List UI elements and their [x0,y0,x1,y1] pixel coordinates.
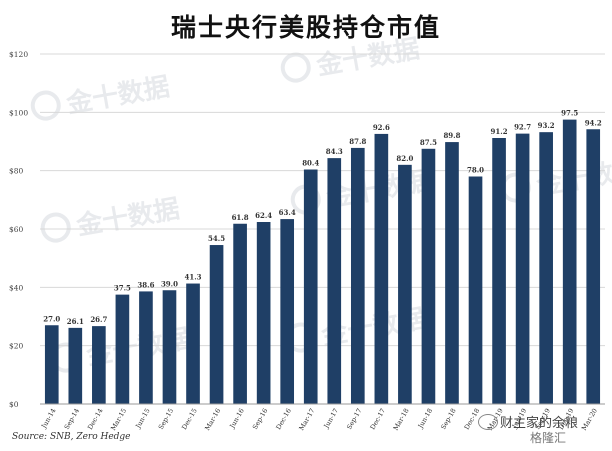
bar [233,223,247,404]
x-tick-label: Mar-16 [203,407,222,432]
value-label: 92.6 [373,123,390,132]
brand-name: 财主家的余粮 [500,416,579,431]
x-tick-label: Jun-18 [416,407,434,430]
x-tick-label: Sep-15 [157,407,175,431]
value-label: 91.2 [491,127,508,136]
bar [256,222,271,404]
bar [492,138,506,404]
value-label: 93.2 [538,121,555,130]
bar [562,119,577,404]
bar [327,158,342,404]
y-tick-label: $20 [9,342,24,351]
x-tick-label: Dec-16 [274,407,293,431]
value-label: 41.3 [184,273,201,282]
y-tick-label: $0 [9,400,19,409]
bar [586,129,601,404]
y-axis: $0 $20 $40 $60 $80 $100 $120 [9,50,28,409]
brand-badge: 财主家的余粮 格隆汇 [478,412,608,445]
y-tick-label: $120 [9,50,28,59]
x-tick-label: Sep-14 [63,407,81,431]
bar [421,148,436,404]
value-labels: 27.0 26.1 26.7 37.5 38.6 39.0 41.3 54.5 61.8 62.4… [43,109,602,326]
y-tick-label: $80 [9,167,24,176]
x-tick-label: Mar-15 [109,407,128,432]
x-tick-label: Jun-14 [39,407,57,430]
value-label: 84.3 [326,147,343,156]
value-label: 54.5 [208,234,225,243]
bar [303,169,318,404]
chart-title: 瑞士央行美股持仓市值 [170,13,441,42]
value-label: 97.5 [561,109,578,118]
value-label: 61.8 [232,213,249,222]
value-label: 82.0 [396,154,413,163]
bar [398,164,412,404]
bar [445,142,459,405]
bars [44,119,601,405]
x-tick-label: Dec-17 [369,407,388,431]
value-label: 94.2 [585,118,602,127]
value-label: 87.5 [420,138,437,147]
value-label: 26.7 [90,315,107,324]
bar [92,326,106,404]
bar [162,290,177,404]
bar [374,133,389,404]
bar [115,294,130,404]
value-label: 37.5 [114,284,131,293]
y-tick-label: $60 [9,225,24,234]
bar [186,283,200,404]
bar [44,325,59,404]
x-tick-label: Dec-14 [86,407,105,431]
x-tick-label: Dec-15 [180,407,199,431]
x-tick-label: Sep-16 [251,407,269,431]
x-tick-label: Jun-15 [134,407,152,430]
value-label: 38.6 [137,280,154,289]
value-label: 92.7 [514,123,531,132]
value-label: 78.0 [467,166,484,175]
wechat-icon [478,414,498,430]
value-label: 80.4 [302,159,319,168]
bar [139,291,153,404]
x-tick-label: Sep-18 [439,407,457,431]
x-tick-label: Sep-17 [345,407,363,431]
bar [515,133,530,404]
brand-sub: 格隆汇 [530,431,567,445]
x-tick-label: Jun-17 [322,407,340,430]
value-label: 27.0 [43,314,60,323]
x-tick-label: Mar-17 [297,407,316,432]
source-note: Source: SNB, Zero Hedge [12,432,131,442]
value-label: 89.8 [443,131,460,140]
bar [68,327,83,404]
value-label: 62.4 [255,211,272,220]
value-label: 87.8 [349,137,366,146]
bar [468,176,483,404]
y-tick-label: $100 [9,108,28,117]
value-label: 39.0 [161,279,178,288]
bar [539,132,553,404]
x-tick-label: Jun-16 [228,407,246,430]
x-tick-label: Mar-18 [392,407,411,432]
value-label: 63.4 [279,208,296,217]
bar [350,147,365,404]
value-label: 26.1 [67,317,84,326]
y-tick-label: $40 [9,283,24,292]
bar [280,219,295,404]
bar [209,245,224,404]
